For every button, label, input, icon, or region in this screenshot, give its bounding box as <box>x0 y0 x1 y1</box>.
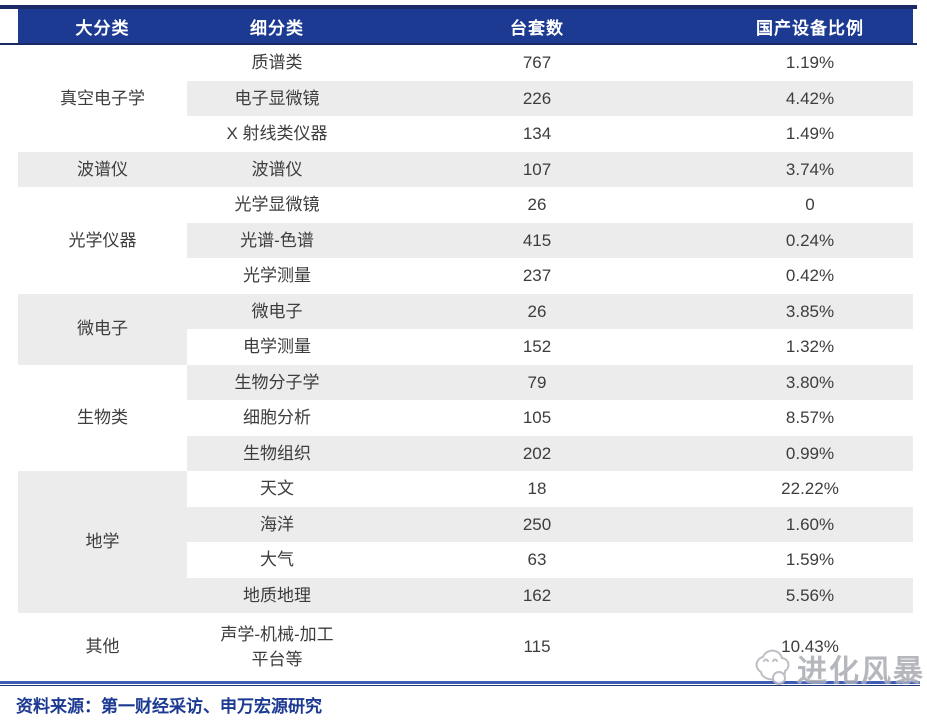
count-cell: 79 <box>367 364 707 400</box>
subcategory-cell: 波谱仪 <box>187 151 367 187</box>
ratio-cell: 1.32% <box>785 337 835 356</box>
header-cell: 国产设备比例 <box>756 18 864 38</box>
count-cell: 767 <box>522 53 552 72</box>
count-cell: 237 <box>522 266 552 285</box>
ratio-cell: 0.24% <box>707 222 913 258</box>
table-bottom-border <box>0 681 920 686</box>
header-bottom-border <box>0 43 917 45</box>
table-body: 真空电子学 质谱类 767 1.19% 电子显微镜 226 4.42% X 射线类仪器 134 1… <box>18 45 913 681</box>
ratio-cell: 1.59% <box>785 550 835 569</box>
count-cell: 134 <box>522 124 552 143</box>
count-cell: 107 <box>367 151 707 187</box>
subcategory-cell: 质谱类 <box>251 53 303 72</box>
watermark-text: 进化风暴 <box>797 655 925 688</box>
subcategory-cell: 电学测量 <box>243 337 311 356</box>
subcategory-cell: 天文 <box>260 479 294 498</box>
ratio-cell: 1.49% <box>785 124 835 143</box>
subcategory-cell: X 射线类仪器 <box>226 124 328 143</box>
ratio-cell: 0.42% <box>785 266 835 285</box>
count-cell: 226 <box>367 80 707 116</box>
ratio-cell: 3.74% <box>707 151 913 187</box>
count-cell: 202 <box>367 435 707 471</box>
table-top-border <box>0 5 917 9</box>
ratio-cell: 3.85% <box>707 293 913 329</box>
ratio-cell: 10.43% <box>781 637 839 657</box>
category-cell: 真空电子学 <box>60 88 145 108</box>
count-cell: 162 <box>367 577 707 613</box>
subcategory-cell: 海洋 <box>187 506 367 542</box>
subcategory-cell: 声学-机械-加工 平台等 <box>220 624 334 670</box>
category-cell: 微电子 <box>18 293 187 365</box>
count-cell: 26 <box>527 195 547 214</box>
subcategory-cell: 光学显微镜 <box>234 195 320 214</box>
cloud-face-icon <box>755 649 790 685</box>
table-header-row: 大分类 细分类 台套数 国产设备比例 <box>18 9 913 43</box>
watermark: 进化风暴 <box>751 646 925 690</box>
subcategory-cell: 微电子 <box>187 293 367 329</box>
ratio-cell: 0.99% <box>707 435 913 471</box>
header-cell: 台套数 <box>510 18 564 38</box>
subcategory-cell: 细胞分析 <box>243 408 311 427</box>
source-note: 资料来源：第一财经采访、申万宏源研究 <box>16 697 322 716</box>
count-cell: 18 <box>527 479 547 498</box>
ratio-cell: 22.22% <box>781 479 839 498</box>
category-cell: 波谱仪 <box>18 151 187 187</box>
count-cell: 63 <box>527 550 547 569</box>
count-cell: 105 <box>522 408 552 427</box>
ratio-cell: 0 <box>805 195 815 214</box>
subcategory-cell: 地质地理 <box>187 577 367 613</box>
subcategory-cell: 生物分子学 <box>187 364 367 400</box>
ratio-cell: 1.19% <box>785 53 835 72</box>
category-cell: 生物类 <box>77 408 128 427</box>
ratio-cell: 8.57% <box>785 408 835 427</box>
subcategory-cell: 大气 <box>260 550 294 569</box>
ratio-cell: 5.56% <box>707 577 913 613</box>
count-cell: 115 <box>523 637 551 657</box>
subcategory-cell: 生物组织 <box>187 435 367 471</box>
category-cell: 其他 <box>85 637 120 657</box>
subcategory-cell: 电子显微镜 <box>187 80 367 116</box>
ratio-cell: 1.60% <box>707 506 913 542</box>
count-cell: 250 <box>367 506 707 542</box>
count-cell: 415 <box>367 222 707 258</box>
count-cell: 26 <box>367 293 707 329</box>
ratio-cell: 3.80% <box>707 364 913 400</box>
category-cell: 光学仪器 <box>68 230 137 250</box>
header-cell: 细分类 <box>250 18 304 38</box>
ratio-cell: 4.42% <box>707 80 913 116</box>
subcategory-cell: 光学测量 <box>243 266 311 285</box>
subcategory-cell: 光谱-色谱 <box>187 222 367 258</box>
count-cell: 152 <box>522 337 552 356</box>
header-cell: 大分类 <box>75 18 130 38</box>
category-cell: 地学 <box>18 471 187 613</box>
